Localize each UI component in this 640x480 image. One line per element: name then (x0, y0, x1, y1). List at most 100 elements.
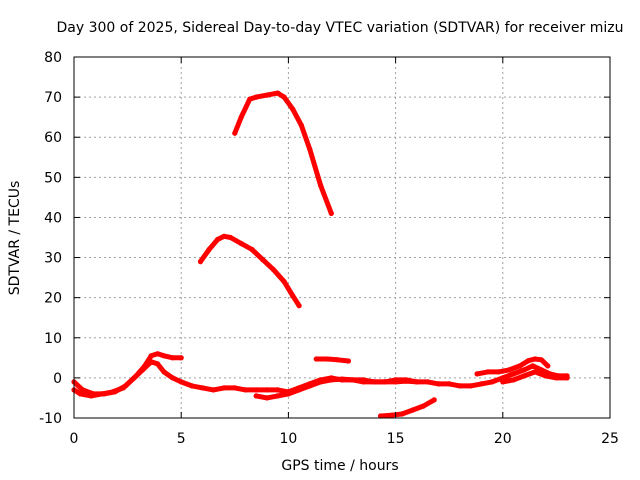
data-point (382, 379, 388, 385)
data-point (101, 391, 107, 397)
y-tick-label: 30 (44, 251, 62, 267)
data-point (232, 130, 238, 136)
data-point (414, 379, 420, 385)
data-point (318, 379, 324, 385)
y-tick-label: 10 (44, 331, 62, 347)
data-point (420, 403, 427, 409)
data-point (221, 385, 227, 391)
data-point (281, 279, 287, 285)
axis-ticks: 0 5 10 15 20 25 -10 0 10 20 30 40 50 60 70 80 (39, 50, 619, 447)
data-point (446, 381, 452, 387)
data-point (227, 234, 234, 241)
data-point (253, 94, 259, 100)
data-point (253, 393, 259, 399)
data-point (328, 210, 334, 216)
data-point (275, 387, 281, 393)
y-tick-label: 70 (44, 90, 62, 106)
y-tick-label: 80 (44, 50, 62, 66)
x-tick-label: 25 (601, 431, 619, 447)
data-point (238, 240, 244, 247)
data-point (431, 397, 437, 403)
data-point (350, 377, 356, 383)
data-point (148, 353, 154, 359)
data-point (521, 373, 527, 379)
data-point (510, 377, 517, 383)
series-layer (71, 90, 570, 419)
data-point (170, 355, 176, 361)
data-point (378, 413, 384, 419)
data-point (468, 383, 474, 389)
data-point (532, 356, 538, 362)
data-point (324, 356, 330, 362)
data-point (517, 363, 523, 369)
data-point (238, 114, 244, 120)
data-point (178, 379, 184, 385)
data-point (232, 385, 238, 391)
data-point (215, 236, 221, 243)
data-point (457, 383, 463, 389)
data-point (500, 379, 506, 385)
data-point (155, 361, 161, 367)
data-point (249, 246, 255, 253)
data-point (339, 376, 345, 382)
data-point (247, 96, 253, 102)
y-axis-label: SDTVAR / TECUs (7, 181, 23, 296)
data-point (281, 94, 287, 100)
x-axis-label: GPS time / hours (281, 458, 398, 474)
series-line-arc-1 (232, 90, 334, 216)
data-point (425, 379, 431, 385)
data-point (161, 369, 167, 375)
data-point (543, 373, 549, 379)
data-point (495, 369, 502, 375)
data-point (197, 259, 204, 265)
data-point (538, 357, 545, 363)
series-line-arc-6 (313, 356, 351, 364)
data-point (170, 375, 176, 381)
data-point (210, 387, 216, 393)
data-point (318, 182, 324, 188)
data-point (275, 393, 281, 399)
data-point (242, 387, 249, 393)
data-point (260, 257, 266, 263)
x-tick-label: 5 (177, 431, 186, 447)
series-line-arc-2 (198, 233, 302, 309)
x-tick-label: 10 (279, 431, 297, 447)
y-tick-label: -10 (39, 411, 62, 427)
data-point (410, 407, 416, 413)
data-point (298, 122, 304, 128)
y-tick-label: 50 (44, 170, 62, 186)
data-point (285, 391, 291, 397)
data-point (478, 381, 484, 387)
data-point (345, 358, 351, 364)
y-tick-label: 60 (44, 130, 62, 146)
chart-title: Day 300 of 2025, Sidereal Day-to-day VTE… (57, 20, 624, 36)
data-point (264, 387, 270, 393)
y-tick-label: 40 (44, 210, 62, 226)
y-tick-label: 0 (53, 371, 62, 387)
data-point (290, 106, 296, 112)
data-point (530, 363, 536, 369)
data-point (90, 391, 96, 397)
data-point (122, 383, 129, 389)
data-point (474, 371, 480, 377)
data-point (510, 371, 517, 377)
data-point (307, 146, 313, 152)
data-point (335, 357, 341, 363)
data-point (388, 412, 394, 418)
data-point (532, 369, 538, 375)
data-point (296, 387, 302, 393)
data-point (253, 387, 259, 393)
data-point (264, 92, 270, 98)
data-point (189, 383, 195, 389)
data-point (506, 367, 512, 373)
data-point (307, 383, 313, 389)
data-point (206, 246, 212, 253)
data-point (161, 353, 167, 359)
data-point (371, 379, 377, 385)
data-point (264, 395, 270, 401)
data-point (553, 375, 560, 381)
data-point (112, 389, 118, 395)
data-point (221, 233, 227, 239)
x-tick-label: 15 (387, 431, 405, 447)
